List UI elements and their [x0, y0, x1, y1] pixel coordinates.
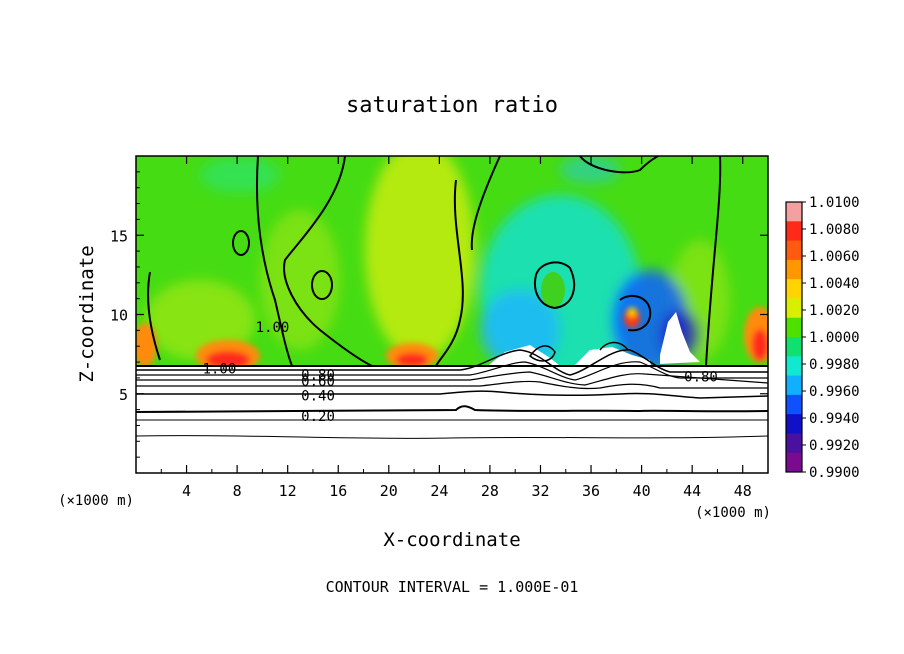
y-axis: 5 10 15 — [110, 171, 768, 458]
colorbar-swatch — [786, 240, 802, 261]
y-unit-label: (×1000 m) — [58, 493, 134, 509]
colorbar-tick-label: 1.0100 — [809, 195, 860, 211]
contour-label: 0.60 — [301, 374, 335, 390]
colorbar-tick-label: 0.9980 — [809, 357, 860, 373]
colorbar-tick-label: 1.0020 — [809, 303, 860, 319]
y-axis-label: Z-coordinate — [76, 245, 98, 382]
x-tick-label: 44 — [683, 482, 701, 500]
contour-label: 0.20 — [301, 409, 335, 425]
contour-labels: 1.001.00 0.800.600.400.200.80 — [203, 320, 718, 425]
x-tick-label: 4 — [182, 482, 191, 500]
x-tick-label: 20 — [380, 482, 398, 500]
x-tick-label: 36 — [582, 482, 600, 500]
contour-lines — [136, 156, 768, 439]
colorbar-swatch — [786, 337, 802, 357]
colorbar-swatch — [786, 221, 802, 242]
x-tick-label: 8 — [233, 482, 242, 500]
x-tick-label: 40 — [633, 482, 651, 500]
x-axis-label: X-coordinate — [383, 529, 520, 551]
y-tick-label: 15 — [110, 227, 128, 245]
colorbar-tick-label: 0.9900 — [809, 465, 860, 481]
x-tick-label: 16 — [329, 482, 347, 500]
colorbar-tick-label: 0.9940 — [809, 411, 860, 427]
heatmap-field — [136, 156, 768, 473]
colorbar-swatch — [786, 433, 802, 454]
contour-label: 0.80 — [301, 368, 335, 384]
colorbar-tick-label: 1.0000 — [809, 330, 860, 346]
colorbar-swatch — [786, 259, 802, 280]
contour-label: 0.40 — [301, 388, 335, 404]
contour-interval-text: CONTOUR INTERVAL = 1.000E-01 — [326, 578, 579, 596]
colorbar-swatch — [786, 375, 802, 396]
contour-label: 1.00 — [256, 320, 290, 336]
y-tick-label: 10 — [110, 307, 128, 325]
colorbar-tick-label: 0.9960 — [809, 384, 860, 400]
colorbar-tick-label: 1.0040 — [809, 276, 860, 292]
colorbar-tick-label: 0.9920 — [809, 438, 860, 454]
x-tick-label: 48 — [734, 482, 752, 500]
x-unit-label: (×1000 m) — [695, 505, 771, 521]
colorbar-swatch — [786, 317, 802, 338]
chart-title: saturation ratio — [346, 93, 558, 118]
y-tick-label: 5 — [119, 386, 128, 404]
x-tick-label: 24 — [430, 482, 448, 500]
contour-label: 1.00 — [203, 361, 237, 377]
colorbar-swatch — [786, 298, 802, 319]
colorbar-swatch — [786, 279, 802, 299]
x-tick-label: 28 — [481, 482, 499, 500]
colorbar-swatch — [786, 414, 802, 434]
colorbar-swatch — [786, 394, 802, 415]
x-tick-label: 32 — [531, 482, 549, 500]
x-tick-label: 12 — [279, 482, 297, 500]
colorbar-tick-label: 1.0080 — [809, 222, 860, 238]
colorbar-swatch — [786, 356, 802, 377]
colorbar-tick-label: 1.0060 — [809, 249, 860, 265]
x-axis: 4 8 12 16 20 24 28 32 36 40 44 48 — [160, 156, 752, 500]
colorbar: 1.0100 1.0080 1.0060 1.0040 1.0020 1.0000 0.99… — [785, 195, 860, 481]
colorbar-swatch — [786, 202, 802, 222]
contour-label: 0.80 — [684, 369, 718, 385]
colorbar-swatch — [786, 452, 802, 473]
